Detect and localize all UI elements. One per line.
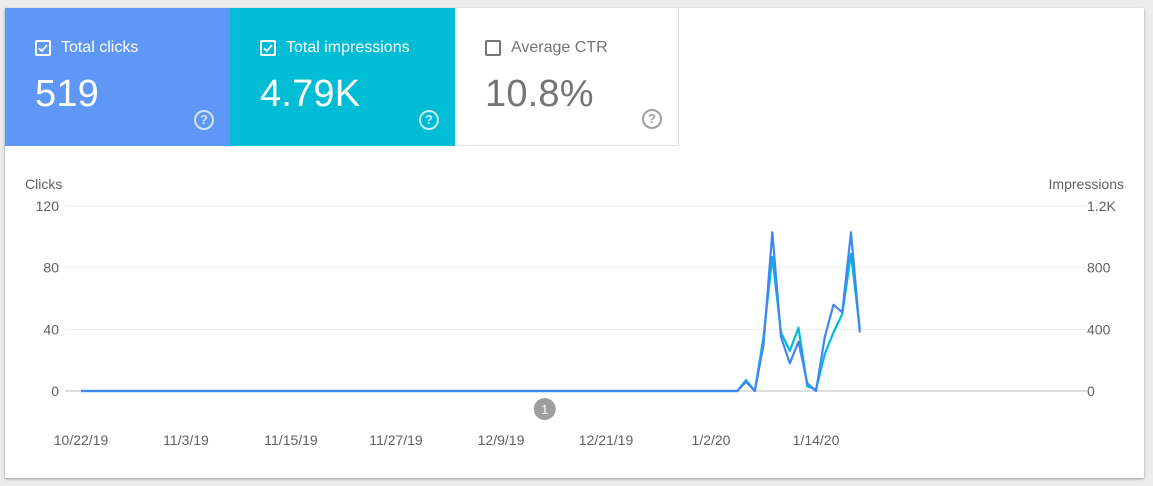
metric-label: Average CTR — [511, 39, 608, 56]
metric-tab-ctr[interactable]: Average CTR 10.8%? — [455, 8, 679, 146]
metric-header: Total impressions — [260, 38, 455, 58]
metric-label: Total impressions — [286, 39, 410, 56]
series-line-clicks — [81, 231, 861, 393]
metric-tabs: Total clicks 519? Total impressions 4.79K? A… — [5, 8, 679, 146]
y-right-tick-label: 400 — [1087, 321, 1111, 337]
metric-value: 4.79K — [260, 73, 361, 115]
help-circle-icon[interactable]: ? — [419, 110, 439, 130]
performance-card: Total clicks 519? Total impressions 4.79K? A… — [5, 8, 1144, 478]
metric-label: Total clicks — [61, 39, 139, 56]
metric-header: Total clicks — [35, 38, 230, 58]
x-tick-label: 11/27/19 — [369, 432, 423, 448]
y-left-tick-label: 80 — [43, 260, 59, 276]
metric-value: 519 — [35, 73, 100, 115]
x-tick-label: 11/3/19 — [163, 432, 209, 448]
annotation-marker-icon[interactable]: 1 — [533, 398, 556, 420]
x-tick-label: 1/2/20 — [692, 432, 731, 448]
help-circle-icon[interactable]: ? — [642, 109, 662, 129]
checkbox-icon[interactable] — [260, 40, 276, 56]
metric-header: Average CTR — [485, 38, 678, 58]
series-line-impressions — [81, 252, 861, 393]
y-left-tick-label: 120 — [36, 198, 60, 214]
metric-tab-clicks[interactable]: Total clicks 519? — [5, 8, 230, 146]
left-axis-title: Clicks — [25, 176, 62, 192]
x-tick-label: 12/21/19 — [579, 432, 634, 448]
help-circle-icon[interactable]: ? — [194, 110, 214, 130]
annotation-circle[interactable] — [533, 398, 556, 420]
x-tick-label: 1/14/20 — [793, 432, 840, 448]
y-right-tick-label: 1.2K — [1087, 198, 1116, 214]
annotation-label[interactable]: 1 — [541, 402, 548, 417]
y-right-tick-label: 0 — [1087, 383, 1095, 399]
right-axis-title: Impressions — [1049, 176, 1124, 192]
x-tick-label: 11/15/19 — [264, 432, 318, 448]
y-left-tick-label: 40 — [43, 321, 59, 337]
checkbox-icon[interactable] — [35, 40, 51, 56]
x-tick-label: 12/9/19 — [478, 432, 525, 448]
y-left-tick-label: 0 — [51, 383, 59, 399]
performance-chart: Clicks Impressions 0 0 40 400 80 800 120 1.2K 10/2… — [25, 176, 1124, 448]
metric-tab-impressions[interactable]: Total impressions 4.79K? — [230, 8, 455, 146]
x-tick-label: 10/22/19 — [54, 432, 109, 448]
checkbox-icon[interactable] — [485, 40, 501, 56]
metric-value: 10.8% — [485, 73, 594, 115]
y-right-tick-label: 800 — [1087, 260, 1111, 276]
